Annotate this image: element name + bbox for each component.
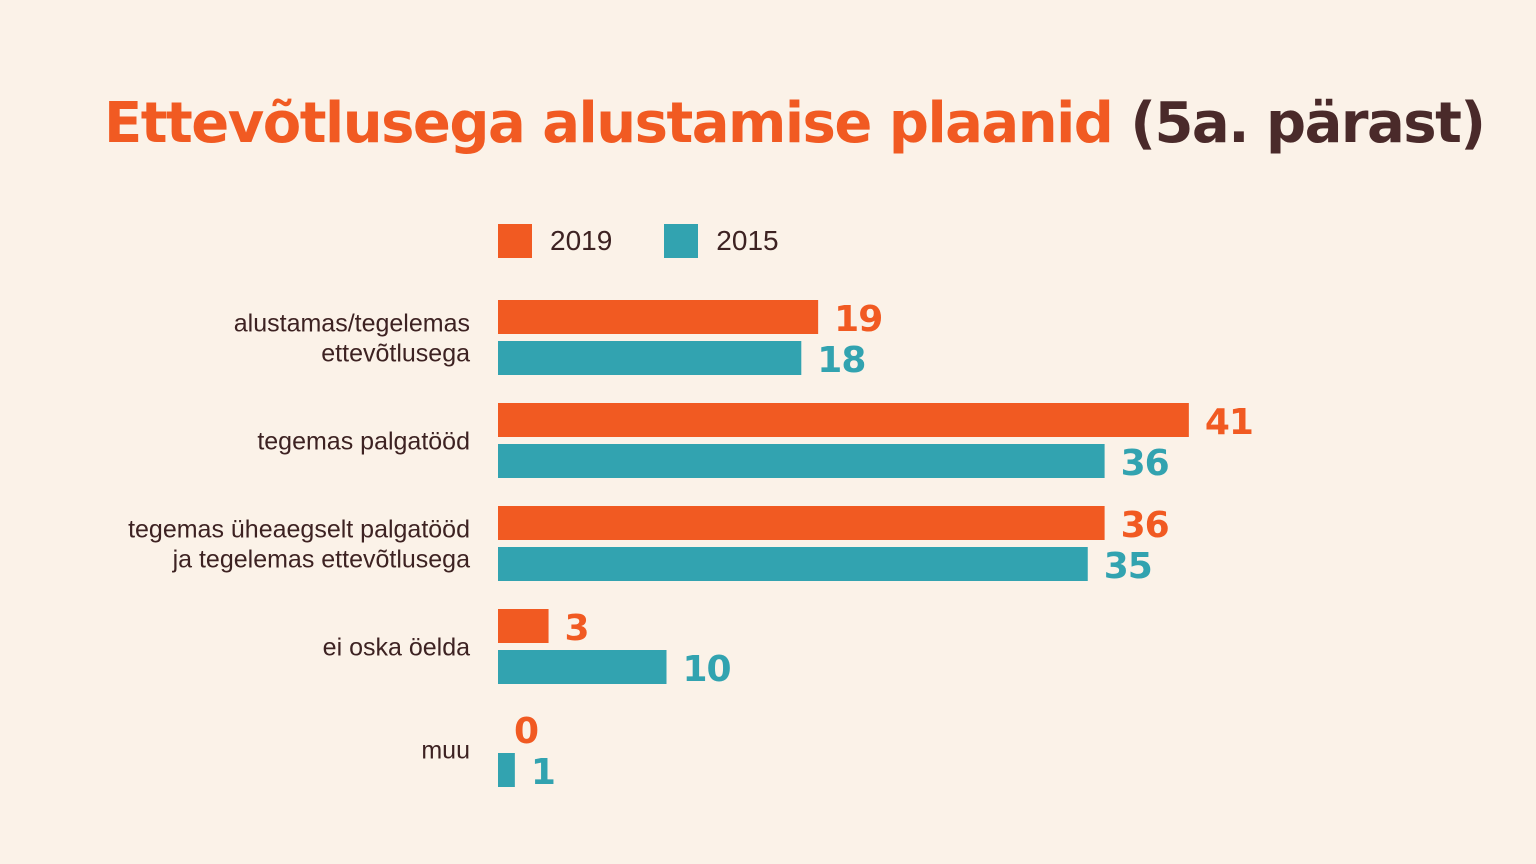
bar-2019 [498,506,1105,540]
chart-legend: 2019 2015 [498,224,831,258]
bar-2019 [498,403,1189,437]
bar-group: tegemas palgatööd 41 36 [257,402,1254,484]
data-label-2019: 0 [514,711,538,752]
chart-title-suffix: (5a. pärast) [1130,91,1486,156]
category-label: alustamas/tegelemas ettevõtlusega [234,310,470,368]
bar-2019 [498,300,819,334]
bar-2015 [498,444,1105,478]
category-label-line: ja tegelemas ettevõtlusega [172,546,471,574]
legend-item-2019: 2019 [498,224,612,258]
legend-label-2015: 2015 [716,225,779,256]
data-label-2019: 3 [565,608,589,649]
bar-group: ei oska öelda 3 10 [323,608,732,690]
legend-swatch-2019 [498,224,532,258]
data-label-2019: 19 [834,299,882,340]
bar-2015 [498,650,667,684]
category-label-line: ettevõtlusega [321,340,470,368]
category-label: muu [421,737,470,765]
legend-label-2019: 2019 [550,225,613,256]
data-label-2015: 36 [1121,443,1169,484]
category-label-line: tegemas üheaegselt palgatööd [128,516,470,544]
data-label-2015: 10 [683,649,731,690]
category-label-line: muu [421,737,470,765]
category-label-line: tegemas palgatööd [257,428,470,456]
data-label-2015: 18 [817,340,865,381]
data-label-2015: 35 [1104,546,1152,587]
data-label-2015: 1 [531,752,555,793]
category-label-line: alustamas/tegelemas [234,310,470,338]
bar-group: muu 01 [421,711,556,793]
data-label-2019: 41 [1205,402,1253,443]
data-label-2019: 36 [1121,505,1169,546]
category-label: tegemas palgatööd [257,428,470,456]
category-label-line: ei oska öelda [323,634,470,662]
bar-group: tegemas üheaegselt palgatööd ja tegelemas… [128,505,1170,587]
bar-2015 [498,547,1088,581]
legend-item-2015: 2015 [664,224,779,258]
category-label: ei oska öelda [323,634,470,662]
legend-swatch-2015 [664,224,699,258]
bar-2015 [498,753,515,787]
bar-2019 [498,609,549,643]
category-label: tegemas üheaegselt palgatööd ja tegelemas… [128,516,470,574]
chart-title: Ettevõtlusega alustamise plaanid (5a. pä… [104,88,1486,160]
bar-2015 [498,341,802,375]
chart-title-main: Ettevõtlusega alustamise plaanid [104,91,1114,156]
